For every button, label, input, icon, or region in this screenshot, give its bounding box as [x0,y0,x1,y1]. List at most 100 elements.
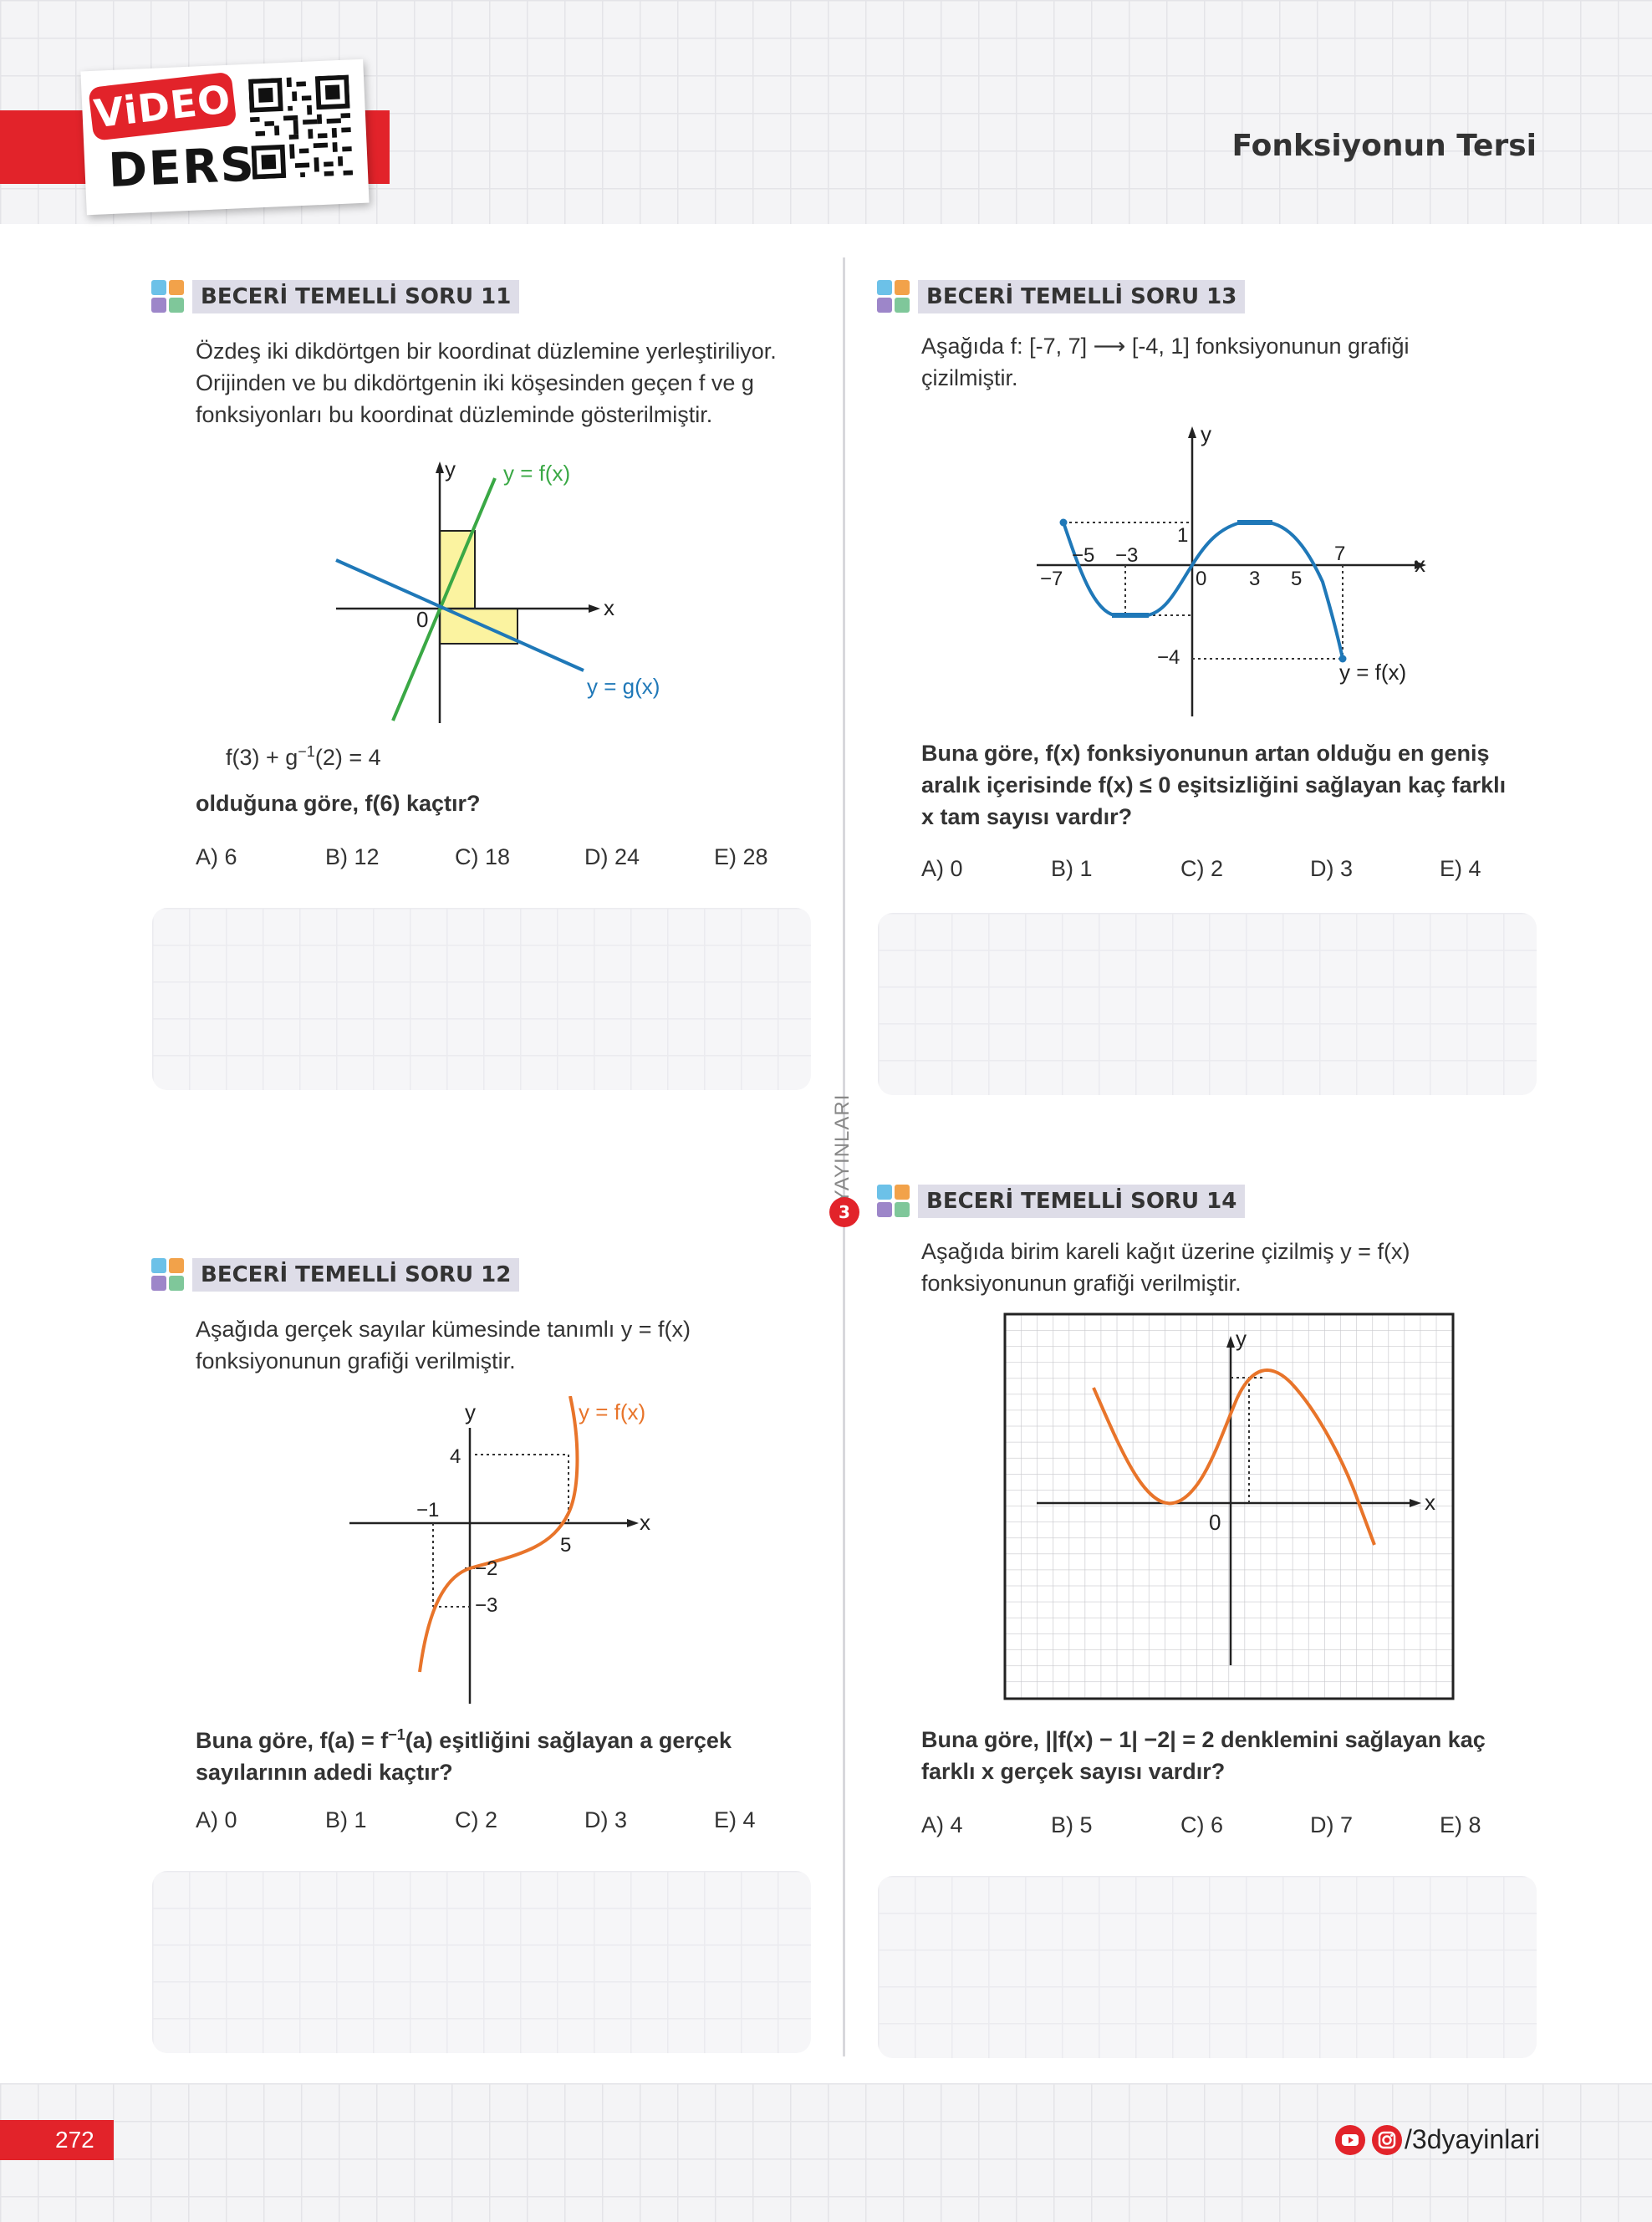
q11-choice-b[interactable]: B) 12 [325,844,380,869]
q11-text-line: Orijinden ve bu dikdörtgenin iki köşesin… [196,370,754,395]
x-arrow-icon [1415,561,1426,569]
q14-choice-e[interactable]: E) 8 [1440,1812,1481,1837]
q14-choice-c[interactable]: C) 6 [1180,1812,1224,1837]
q11-question: olduğuna göre, f(6) kaçtır? [196,787,481,819]
q13-label: BECERİ TEMELLİ SORU 13 [918,280,1246,313]
q13-choice-e[interactable]: E) 4 [1440,856,1481,881]
q12-choice-a[interactable]: A) 0 [196,1807,237,1832]
q11-graph: y x 0 y = f(x) y = g(x) [335,456,660,723]
qr-code-icon[interactable] [248,74,354,180]
q13-tick-m4: −4 [1157,646,1180,669]
q12-text-line: fonksiyonunun grafiği verilmiştir. [196,1348,516,1373]
q14-text-line: Aşağıda birim kareli kağıt üzerine çizil… [921,1239,1410,1264]
q11-g-line [335,558,584,672]
q14-choice-b[interactable]: B) 5 [1051,1812,1093,1837]
q13-y-label: y [1201,421,1211,446]
q11-f-label: y = f(x) [503,461,570,486]
q14-choice-d[interactable]: D) 7 [1310,1812,1354,1837]
q13-endpoint-left [1059,518,1068,527]
q13-tick-3: 3 [1249,568,1260,590]
q11-g-label: y = g(x) [587,674,660,699]
q14-choices: A) 4 B) 5 C) 6 D) 7 E) 8 [921,1812,1507,1846]
x-arrow-icon [627,1519,639,1527]
q13-question-line: Buna göre, f(x) fonksiyonunun artan oldu… [921,741,1490,766]
q14-choice-a[interactable]: A) 4 [921,1812,963,1837]
q11-choices: A) 6 B) 12 C) 18 D) 24 E) 28 [196,844,781,878]
q12-choice-b[interactable]: B) 1 [325,1807,367,1832]
q11-choice-c[interactable]: C) 18 [455,844,511,869]
q12-graph: y x 4 −1 5 −2 −3 y = f(x) [349,1396,650,1704]
q12-question-sup: −1 [388,1726,405,1743]
q13-tick-0: 0 [1196,568,1206,590]
unit-title: Fonksiyonun Tersi [1231,129,1537,163]
q11-origin-label: 0 [416,607,428,632]
q13-choice-a[interactable]: A) 0 [921,856,963,881]
q13-graph: y x 1 −4 −7 −5 −3 0 3 5 7 y = f(x) [1037,421,1426,716]
video-ders-logo[interactable]: ViDEO DERS [80,59,370,216]
publisher-logo-icon: 3 [829,1197,859,1227]
q13-choice-b[interactable]: B) 1 [1051,856,1093,881]
q11-choice-e[interactable]: E) 28 [714,844,768,869]
ders-text: DERS [107,137,257,199]
q12-question-pre: Buna göre, f(a) = f [196,1728,389,1753]
q14-answer-area[interactable] [878,1876,1537,2058]
q13-question: Buna göre, f(x) fonksiyonunun artan oldu… [921,737,1506,833]
q13-choice-c[interactable]: C) 2 [1180,856,1224,881]
x-arrow-icon [589,604,600,613]
y-arrow-icon [1188,426,1196,438]
q12-tick-4: 4 [450,1445,461,1468]
q13-tick-5: 5 [1291,568,1302,590]
x-arrow-icon [1410,1499,1421,1507]
q14-x-label: x [1425,1490,1435,1515]
q11-label: BECERİ TEMELLİ SORU 11 [192,280,520,313]
q12-tick-m2: −2 [475,1557,497,1580]
q14-y-label: y [1236,1326,1247,1351]
q13-tick-7: 7 [1334,543,1345,565]
question-grid-icon [877,1185,910,1217]
q14-label: BECERİ TEMELLİ SORU 14 [918,1185,1246,1218]
q11-choice-d[interactable]: D) 24 [584,844,640,869]
q14-question: Buna göre, ||f(x) − 1| −2| = 2 denklemin… [921,1724,1486,1787]
q12-question: Buna göre, f(a) = f−1(a) eşitliğini sağl… [196,1719,732,1788]
q13-choices: A) 0 B) 1 C) 2 D) 3 E) 4 [921,856,1507,889]
q14-question-line: Buna göre, ||f(x) − 1| −2| = 2 denklemin… [921,1727,1486,1752]
question-grid-icon [151,280,184,313]
question-grid-icon [151,1258,184,1291]
q11-eq-main: f(3) + g [226,745,298,770]
q12-choice-c[interactable]: C) 2 [455,1807,498,1832]
q13-choice-d[interactable]: D) 3 [1310,856,1354,881]
q12-tick-m3: −3 [475,1594,497,1617]
q14-f-curve [1092,1368,1376,1546]
q12-question-line: Buna göre, f(a) = f−1(a) eşitliğini sağl… [196,1719,732,1756]
instagram-icon[interactable] [1371,2124,1403,2156]
q13-text-line: Aşağıda f: [-7, 7] ⟶ [-4, 1] fonksiyonun… [921,334,1410,359]
q12-choice-e[interactable]: E) 4 [714,1807,756,1832]
q13-f-curve [1062,521,1344,660]
youtube-icon[interactable] [1334,2124,1366,2156]
q11-f-line [391,477,497,721]
q14-grid-paper [1003,1312,1455,1700]
q13-x-label: x [1415,552,1425,577]
question-grid-icon [877,280,910,313]
q13-text: Aşağıda f: [-7, 7] ⟶ [-4, 1] fonksiyonun… [921,330,1410,394]
q11-rect-horizontal [439,608,518,645]
q11-text: Özdeş iki dikdörtgen bir koordinat düzle… [196,335,777,431]
q11-choice-a[interactable]: A) 6 [196,844,237,869]
q12-label: BECERİ TEMELLİ SORU 12 [192,1258,520,1292]
q12-choice-d[interactable]: D) 3 [584,1807,628,1832]
y-arrow-icon [1226,1336,1235,1348]
q13-answer-area[interactable] [878,913,1537,1095]
social-handle[interactable]: /3dyayinlari [1405,2124,1540,2154]
q13-question-line: aralık içerisinde f(x) ≤ 0 eşitsizliğini… [921,772,1507,798]
q11-answer-area[interactable] [152,908,811,1090]
q11-text-line: fonksiyonları bu koordinat düzleminde gö… [196,402,713,427]
q13-f-label: y = f(x) [1339,660,1406,685]
q13-tick-1: 1 [1177,524,1188,547]
q12-question-post: (a) eşitliğini sağlayan a gerçek [405,1728,732,1753]
q12-answer-area[interactable] [152,1871,811,2053]
footer-grid-band [0,2083,1652,2222]
q12-text: Aşağıda gerçek sayılar kümesinde tanımlı… [196,1313,691,1377]
q14-origin-label: 0 [1209,1510,1221,1535]
q11-x-label: x [604,595,614,620]
q12-tick-m1: −1 [416,1499,439,1521]
